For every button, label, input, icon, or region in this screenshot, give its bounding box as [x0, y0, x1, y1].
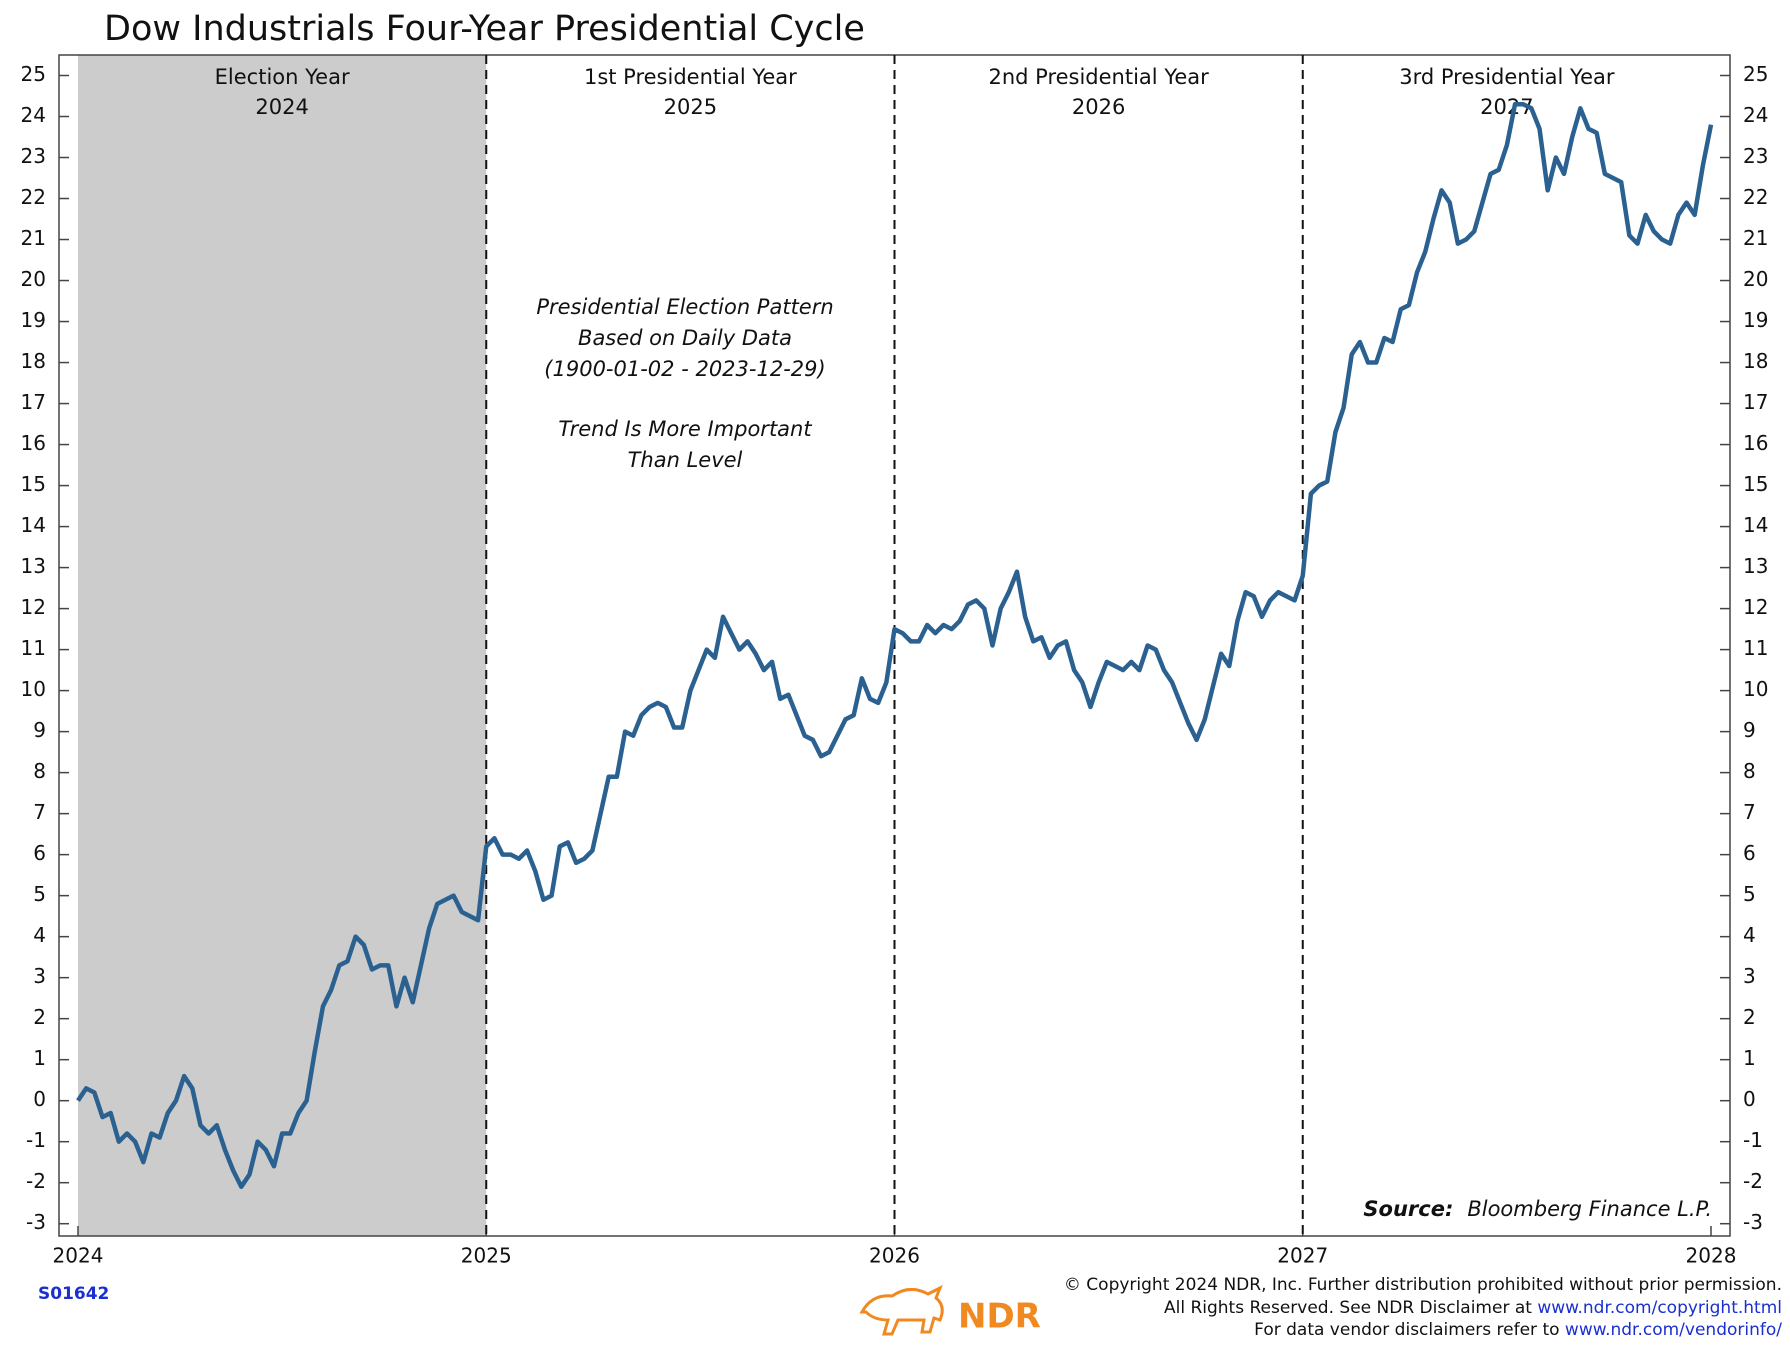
y-tick-label-right: -2 [1743, 1169, 1763, 1193]
period-label: 2nd Presidential Year [988, 65, 1209, 89]
period-label: 1st Presidential Year [584, 65, 797, 89]
y-tick-label-right: 21 [1743, 226, 1768, 250]
y-tick-label: -3 [26, 1210, 46, 1234]
y-tick-label: 13 [21, 554, 46, 578]
y-tick-label: 23 [21, 144, 46, 168]
y-tick-label: 11 [21, 636, 46, 660]
source: Source: Bloomberg Finance L.P. [1363, 1197, 1712, 1221]
period-label: Election Year [215, 65, 350, 89]
source-label: Source: [1363, 1197, 1453, 1221]
y-tick-label-right: 7 [1743, 800, 1756, 824]
y-tick-label-right: 11 [1743, 636, 1768, 660]
y-tick-label-right: 4 [1743, 923, 1756, 947]
copyright-text: For data vendor disclaimers refer to [1254, 1320, 1565, 1340]
annotation: Presidential Election Pattern [536, 295, 833, 319]
y-tick-label: 20 [21, 267, 46, 291]
y-tick-label-right: 12 [1743, 595, 1768, 619]
annotation: Trend Is More Important [558, 417, 812, 441]
y-tick-label: 5 [33, 882, 46, 906]
copyright-line: © Copyright 2024 NDR, Inc. Further distr… [1064, 1275, 1782, 1295]
y-tick-label-right: -3 [1743, 1210, 1763, 1234]
annotation: Based on Daily Data [578, 326, 792, 350]
y-tick-label: 1 [33, 1046, 46, 1070]
y-tick-label-right: 10 [1743, 677, 1768, 701]
y-tick-label: 14 [21, 513, 46, 537]
y-tick-label-right: 14 [1743, 513, 1768, 537]
y-tick-label-right: 18 [1743, 349, 1768, 373]
x-tick-label: 2025 [461, 1244, 512, 1268]
link[interactable]: www.ndr.com/vendorinfo/ [1565, 1320, 1782, 1340]
y-tick-label: 17 [21, 390, 46, 414]
y-tick-label-right: 16 [1743, 431, 1768, 455]
copyright-line: All Rights Reserved. See NDR Disclaimer … [1164, 1298, 1782, 1318]
y-tick-label-right: 25 [1743, 62, 1768, 86]
y-tick-label-right: 0 [1743, 1087, 1756, 1111]
y-tick-label: 8 [33, 759, 46, 783]
y-tick-label-right: 6 [1743, 841, 1756, 865]
y-tick-label: 12 [21, 595, 46, 619]
copyright-line: For data vendor disclaimers refer to www… [1254, 1320, 1782, 1340]
y-tick-label: 0 [33, 1087, 46, 1111]
link[interactable]: www.ndr.com/copyright.html [1537, 1298, 1782, 1318]
y-tick-label-right: 13 [1743, 554, 1768, 578]
y-tick-label: 10 [21, 677, 46, 701]
y-tick-label: -2 [26, 1169, 46, 1193]
y-tick-label-right: 9 [1743, 718, 1756, 742]
y-tick-label: 7 [33, 800, 46, 824]
annotation: Than Level [628, 448, 743, 472]
bull-icon [859, 1284, 944, 1336]
y-tick-label-right: 15 [1743, 472, 1768, 496]
y-tick-label-right: 3 [1743, 964, 1756, 988]
y-tick-label-right: 20 [1743, 267, 1768, 291]
period-label: 3rd Presidential Year [1399, 65, 1615, 89]
y-tick-label-right: 24 [1743, 103, 1768, 127]
y-tick-label: 22 [21, 185, 46, 209]
period-year: 2024 [255, 95, 308, 119]
y-tick-label-right: 8 [1743, 759, 1756, 783]
chart-id: S01642 [38, 1284, 109, 1304]
y-tick-label-right: 5 [1743, 882, 1756, 906]
y-tick-label-right: 1 [1743, 1046, 1756, 1070]
x-tick-label: 2026 [869, 1244, 920, 1268]
y-tick-label: 21 [21, 226, 46, 250]
ndr-logo: NDR [859, 1284, 1041, 1337]
y-tick-label: 2 [33, 1005, 46, 1029]
y-tick-label: 18 [21, 349, 46, 373]
y-tick-label: 24 [21, 103, 46, 127]
period-year: 2025 [664, 95, 717, 119]
y-tick-label-right: -1 [1743, 1128, 1763, 1152]
data-line [76, 101, 1714, 1190]
y-tick-label: 3 [33, 964, 46, 988]
period-year: 2026 [1072, 95, 1125, 119]
y-tick-label-right: 22 [1743, 185, 1768, 209]
y-tick-label-right: 2 [1743, 1005, 1756, 1029]
x-tick-label: 2027 [1277, 1244, 1328, 1268]
source-text: Bloomberg Finance L.P. [1467, 1197, 1712, 1221]
logo-text: NDR [958, 1297, 1041, 1337]
y-tick-label: 6 [33, 841, 46, 865]
y-tick-label-right: 23 [1743, 144, 1768, 168]
chart-title: Dow Industrials Four-Year Presidential C… [104, 9, 865, 49]
y-tick-label: 19 [21, 308, 46, 332]
x-tick-label: 2024 [53, 1244, 104, 1268]
y-tick-label: 9 [33, 718, 46, 742]
x-tick-label: 2028 [1686, 1244, 1737, 1268]
y-tick-label: 15 [21, 472, 46, 496]
y-tick-label: 16 [21, 431, 46, 455]
annotation: (1900-01-02 - 2023-12-29) [544, 357, 825, 381]
y-tick-label: -1 [26, 1128, 46, 1152]
highlight-span [78, 55, 487, 1236]
copyright-text: All Rights Reserved. See NDR Disclaimer … [1164, 1298, 1537, 1318]
y-tick-label: 25 [21, 62, 46, 86]
y-tick-label-right: 17 [1743, 390, 1768, 414]
y-tick-label: 4 [33, 923, 46, 947]
y-tick-label-right: 19 [1743, 308, 1768, 332]
